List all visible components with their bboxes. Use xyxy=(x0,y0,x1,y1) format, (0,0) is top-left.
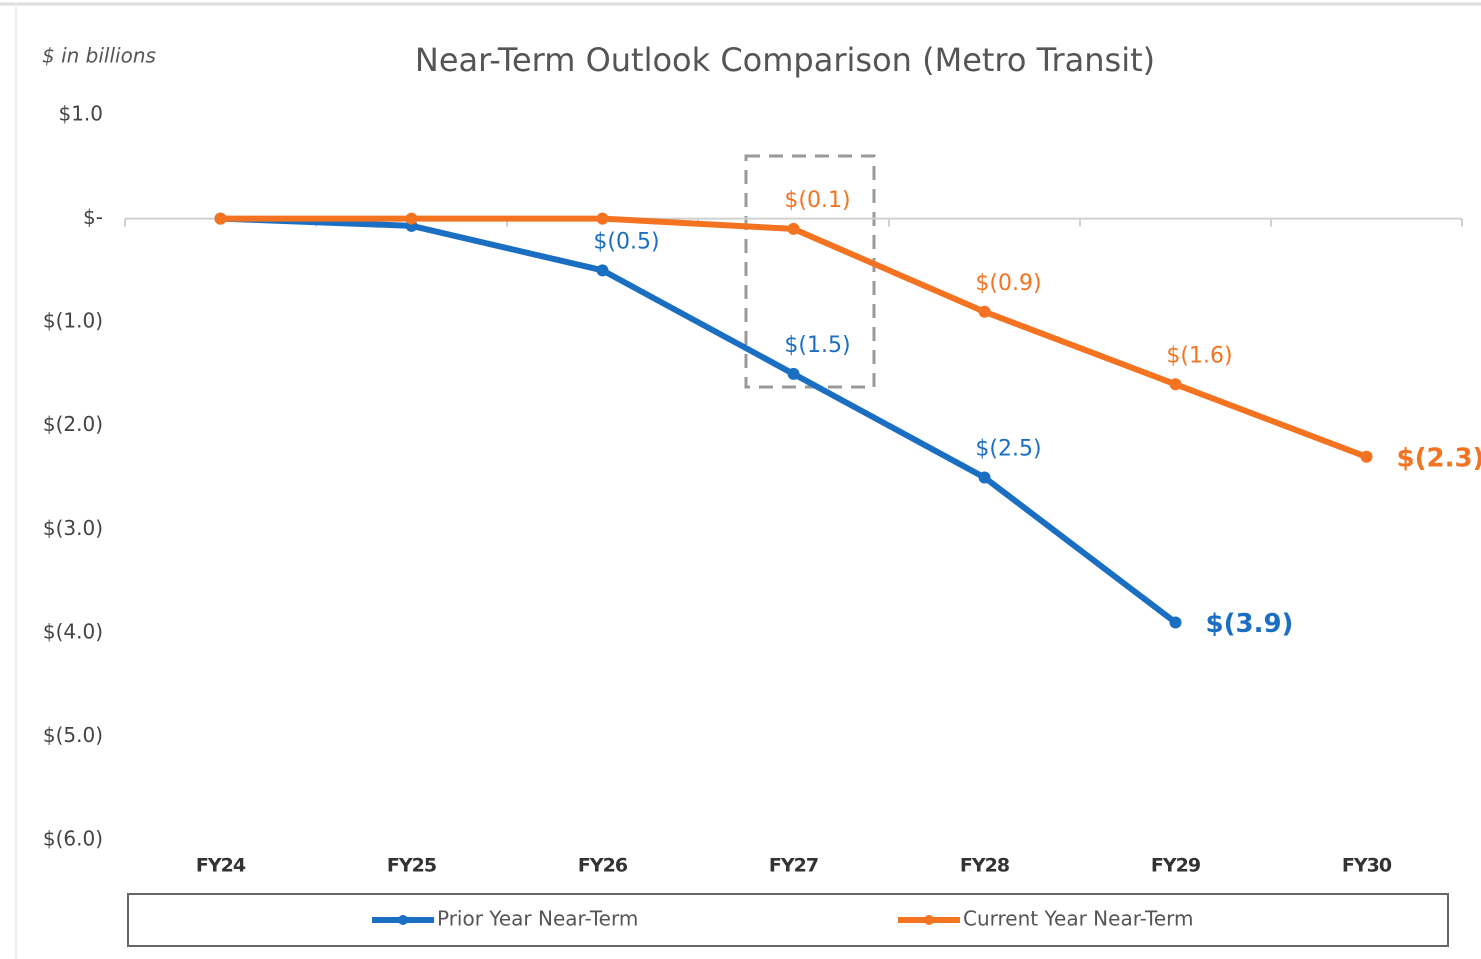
chart-title: Near-Term Outlook Comparison (Metro Tran… xyxy=(415,41,1155,79)
value-label: $(0.1) xyxy=(784,188,850,213)
x-tick-label: FY30 xyxy=(1342,855,1392,877)
y-tick-label: $(4.0) xyxy=(43,619,103,643)
value-label: $(2.5) xyxy=(975,437,1041,462)
data-point xyxy=(978,305,991,318)
y-tick-label: $(3.0) xyxy=(43,516,103,540)
data-point xyxy=(596,212,609,225)
legend-marker xyxy=(398,915,408,925)
x-tick-label: FY24 xyxy=(196,855,246,877)
data-point xyxy=(978,471,991,484)
y-tick-label: $(6.0) xyxy=(43,827,103,851)
x-tick-label: FY25 xyxy=(387,855,436,877)
data-point xyxy=(1169,378,1182,391)
legend-label: Current Year Near-Term xyxy=(963,907,1194,931)
value-label: $(0.5) xyxy=(593,229,659,254)
legend-marker xyxy=(924,915,934,925)
y-tick-label: $1.0 xyxy=(58,102,103,126)
data-point xyxy=(405,212,418,225)
value-label: $(1.6) xyxy=(1166,343,1232,368)
y-axis-label: $ in billions xyxy=(42,44,156,68)
value-label: $(1.5) xyxy=(784,333,850,358)
legend-label: Prior Year Near-Term xyxy=(437,907,638,931)
data-point xyxy=(787,222,800,235)
value-label: $(2.3) xyxy=(1397,443,1481,473)
value-label: $(3.9) xyxy=(1206,609,1294,639)
x-tick-label: FY29 xyxy=(1151,855,1200,877)
x-tick-label: FY28 xyxy=(960,855,1010,877)
data-point xyxy=(596,264,609,277)
legend-box xyxy=(127,893,1449,947)
x-tick-label: FY26 xyxy=(578,855,628,877)
y-tick-label: $(5.0) xyxy=(43,723,103,747)
data-point xyxy=(214,212,227,225)
y-tick-label: $- xyxy=(83,205,103,229)
data-point xyxy=(1360,450,1373,463)
value-label: $(0.9) xyxy=(975,271,1041,296)
highlight-box xyxy=(744,154,876,389)
data-point xyxy=(1169,616,1182,629)
series-line xyxy=(220,215,1178,625)
x-tick-label: FY27 xyxy=(769,855,818,877)
data-point xyxy=(787,367,800,380)
y-tick-label: $(1.0) xyxy=(43,309,103,333)
y-tick-label: $(2.0) xyxy=(43,412,103,436)
